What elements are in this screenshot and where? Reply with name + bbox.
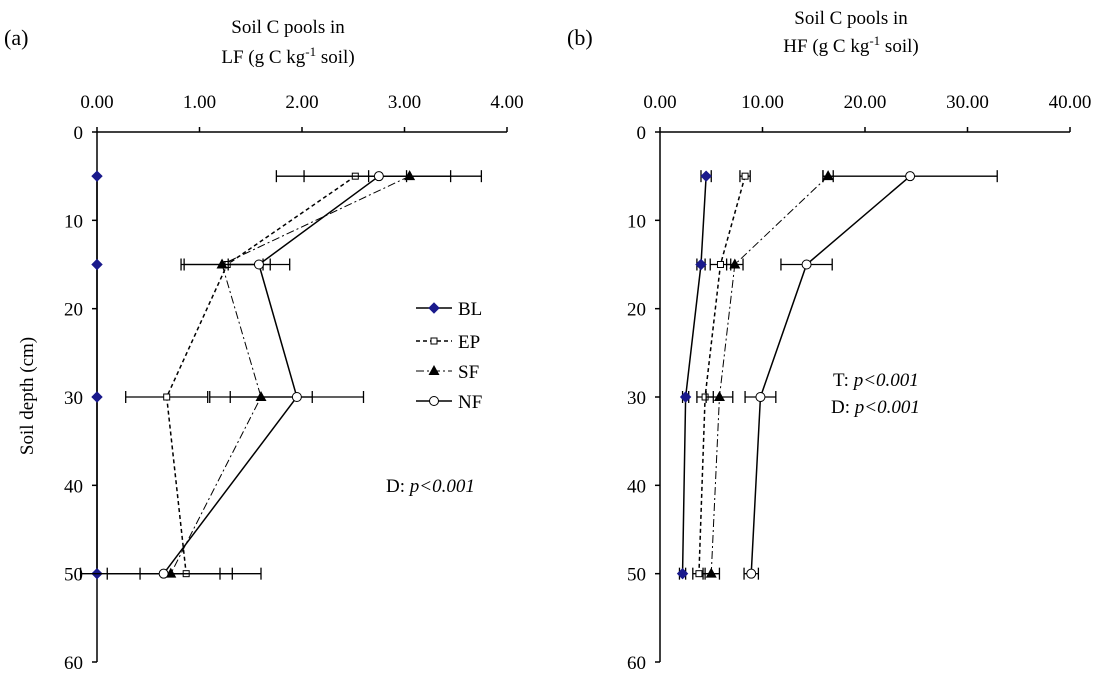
point-nf	[373, 171, 384, 182]
point-sf	[713, 391, 725, 401]
panel-a-y-tick-label: 40	[64, 476, 83, 497]
panel-b-x-tick-label: 20.00	[844, 92, 887, 113]
point-bl	[679, 391, 692, 403]
legend-label-sf: SF	[458, 362, 479, 383]
panel-a-annotation-d-value: p<0.001	[408, 476, 475, 497]
panel-b-y-tick-label: 20	[627, 300, 646, 321]
legend-marker-sf	[428, 365, 440, 375]
legend-item-ep: EP	[416, 332, 480, 353]
point-sf	[404, 170, 416, 181]
panel-b-axes: 0.00 10.00 20.00 30.00 40.00 0 10 20 30 40 50 60	[627, 92, 1091, 674]
panel-b-annotation-d-value: p<0.001	[853, 397, 920, 418]
legend-marker-bl	[428, 302, 440, 314]
panel-a-x-tick-label: 1.00	[183, 92, 216, 113]
point-sf	[729, 258, 741, 269]
panel-a-title-line1: Soil C pools in	[231, 17, 345, 38]
legend-label-nf: NF	[458, 392, 482, 413]
point-ep	[163, 393, 171, 401]
panel-a-axes: 0.00 1.00 2.00 3.00 4.00 0 10 20 30 40 50 60	[64, 92, 524, 674]
panel-b-x-tick-label: 10.00	[741, 92, 784, 113]
panel-b-x-tick-label: 40.00	[1049, 92, 1092, 113]
panel-a-annotation-d: D: p<0.001	[386, 476, 475, 497]
panel-b-title-pre: HF (g C kg	[783, 36, 870, 57]
series-line-sf	[710, 175, 829, 574]
series-line-sf	[170, 175, 410, 574]
point-ep	[716, 261, 724, 268]
panel-b-title-sup: -1	[869, 33, 880, 48]
series-line-nf	[163, 175, 380, 575]
panel-a-title-post: soil)	[316, 47, 355, 68]
panel-a-label: (a)	[4, 25, 28, 50]
panel-a-y-tick-label: 50	[64, 565, 83, 586]
panel-a-y-tick-label: 60	[64, 653, 83, 674]
panel-b-annotation-d-prefix: D:	[831, 397, 855, 418]
point-bl	[91, 258, 103, 271]
panel-a-annotation-d-prefix: D:	[386, 476, 410, 497]
point-bl	[91, 170, 103, 182]
point-nf	[755, 392, 766, 402]
point-bl	[700, 170, 712, 182]
panel-b-y-tick-label: 10	[627, 211, 646, 232]
point-ep	[741, 172, 749, 180]
panel-a-x-tick-label: 0.00	[80, 92, 113, 113]
point-ep	[695, 570, 703, 578]
panel-b-series	[676, 170, 998, 580]
panel-a-series	[79, 170, 483, 580]
panel-b-y-tick-label: 50	[627, 565, 646, 586]
series-line-bl	[681, 176, 707, 574]
point-nf	[253, 259, 264, 270]
panel-b-annotation-d: D: p<0.001	[831, 397, 920, 418]
series-line-ep	[165, 175, 356, 574]
point-sf	[216, 258, 228, 269]
panel-b-y-tick-label: 0	[637, 123, 647, 144]
panel-b-title-post: soil)	[880, 36, 919, 57]
panel-a-x-tick-label: 3.00	[388, 92, 421, 113]
panel-b-label: (b)	[567, 25, 593, 50]
panel-a-y-tick-label: 0	[74, 123, 84, 144]
panel-b: (b) Soil C pools in HF (g C kg-1 soil) 0…	[567, 8, 1091, 674]
point-nf	[801, 259, 812, 270]
panel-a: (a) Soil C pools in LF (g C kg-1 soil) 0…	[4, 17, 524, 674]
legend: BL EP SF NF	[416, 299, 482, 413]
series-line-ep	[698, 175, 746, 574]
panel-b-annotation-t-value: p<0.001	[852, 370, 919, 391]
panel-b-title-line1: Soil C pools in	[794, 8, 908, 29]
panel-b-y-tick-label: 40	[627, 476, 646, 497]
panel-a-title-sup: -1	[305, 44, 316, 59]
series-line-nf	[750, 175, 911, 574]
panel-b-y-tick-label: 60	[627, 653, 646, 674]
point-sf	[822, 170, 834, 181]
panel-a-y-tick-label: 30	[64, 388, 83, 409]
panel-b-annotation-t-prefix: T:	[833, 370, 854, 391]
point-sf	[705, 567, 717, 578]
legend-item-bl: BL	[416, 299, 482, 320]
point-nf	[291, 392, 302, 402]
legend-marker-nf	[429, 396, 439, 406]
point-sf	[255, 391, 267, 401]
panel-b-y-tick-label: 30	[627, 388, 646, 409]
legend-label-bl: BL	[458, 299, 482, 320]
panel-a-ylabel: Soil depth (cm)	[17, 337, 38, 455]
panel-b-title-line2: HF (g C kg-1 soil)	[783, 33, 918, 57]
panel-a-x-tick-label: 4.00	[490, 92, 523, 113]
point-nf	[746, 568, 757, 579]
point-bl	[676, 567, 689, 580]
panel-a-x-tick-label: 2.00	[285, 92, 318, 113]
legend-marker-ep	[430, 337, 438, 345]
legend-label-ep: EP	[458, 332, 480, 353]
panel-a-y-tick-label: 20	[64, 300, 83, 321]
legend-item-nf: NF	[416, 392, 482, 413]
point-nf	[905, 171, 916, 182]
panel-b-annotation-t: T: p<0.001	[833, 370, 919, 391]
panel-b-x-tick-label: 0.00	[643, 92, 676, 113]
panel-a-title-line2: LF (g C kg-1 soil)	[221, 44, 354, 68]
panel-a-y-tick-label: 10	[64, 211, 83, 232]
legend-item-sf: SF	[416, 362, 479, 383]
point-nf	[158, 568, 169, 579]
panel-b-x-tick-label: 30.00	[946, 92, 989, 113]
panel-a-title-pre: LF (g C kg	[221, 47, 305, 68]
point-bl	[695, 258, 707, 271]
point-bl	[91, 391, 103, 403]
